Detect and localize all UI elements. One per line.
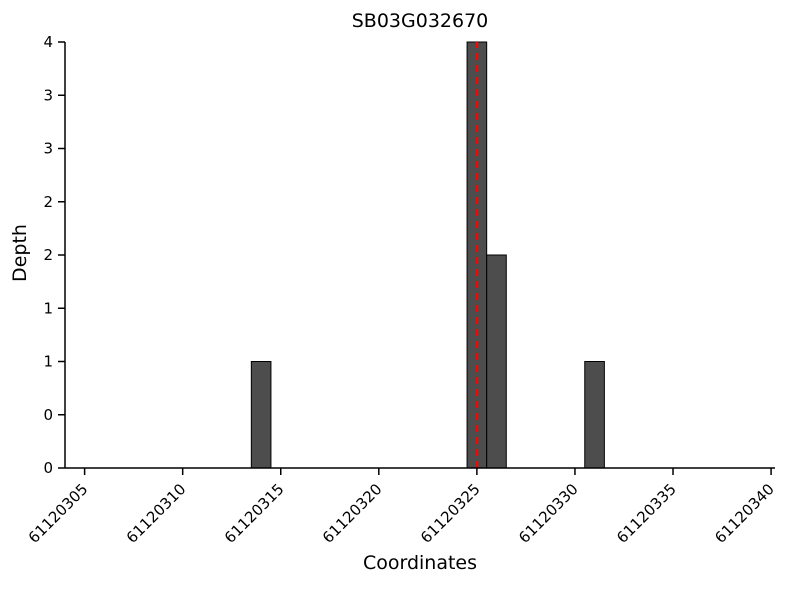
x-tick-label: 61120325 xyxy=(417,480,484,547)
x-tick-label: 61120335 xyxy=(613,480,680,547)
x-tick-label: 61120320 xyxy=(319,480,386,547)
y-tick-label: 0 xyxy=(43,406,53,424)
bar xyxy=(584,361,605,469)
y-tick-label: 0 xyxy=(43,459,53,477)
chart-title: SB03G032670 xyxy=(351,10,489,32)
y-tick-label: 2 xyxy=(43,193,53,211)
x-tick-label: 61120315 xyxy=(221,480,288,547)
y-tick-label: 3 xyxy=(43,86,53,104)
x-tick-label: 61120340 xyxy=(711,480,778,547)
y-tick-label: 4 xyxy=(43,33,53,51)
bar xyxy=(250,361,272,469)
y-tick-label: 2 xyxy=(43,246,53,264)
y-tick-label: 1 xyxy=(43,299,53,317)
x-axis-label: Coordinates xyxy=(362,552,478,574)
y-tick-label: 3 xyxy=(43,140,53,158)
x-tick-label: 61120330 xyxy=(515,480,582,547)
y-tick-label: 1 xyxy=(43,353,53,371)
x-tick-label: 61120305 xyxy=(25,480,92,547)
bar xyxy=(486,254,507,469)
x-tick-label: 61120310 xyxy=(123,480,190,547)
